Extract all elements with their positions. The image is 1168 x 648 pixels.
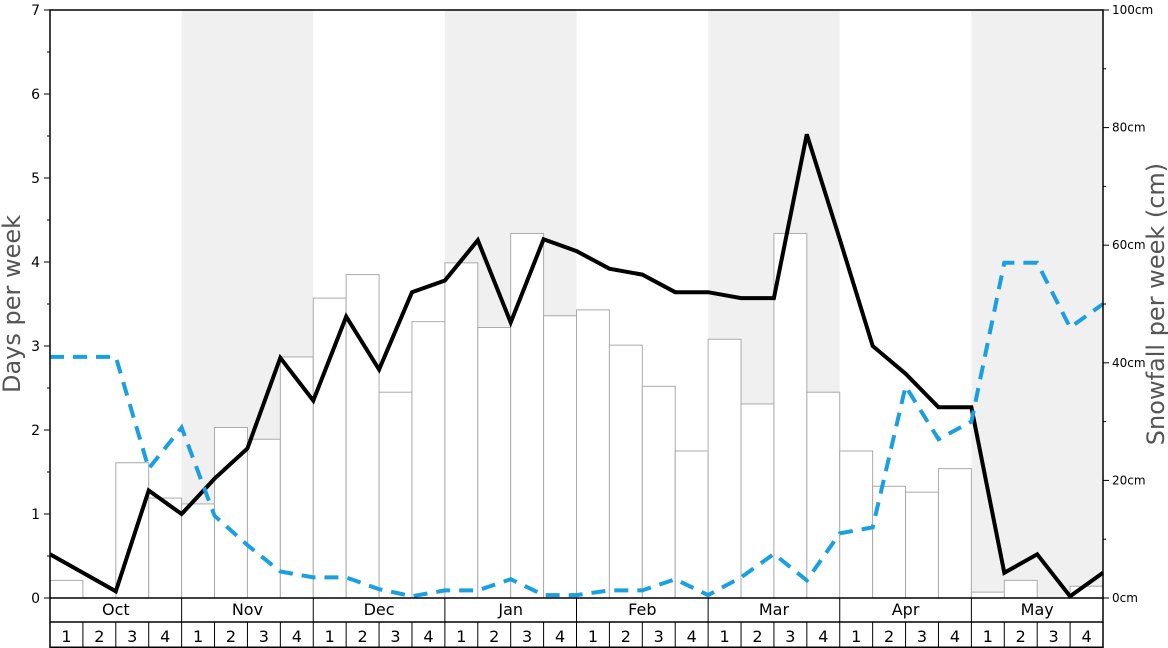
month-label: Apr [892,600,920,619]
data-lines [49,133,1105,600]
y2-tick-label: 20cm [1112,473,1146,487]
y2-tick-label: 40cm [1112,356,1146,370]
month-label: Oct [102,600,130,619]
dashed-series-line [50,260,1105,599]
snowfall-bar [477,327,512,599]
y2-tick-label: 80cm [1112,121,1146,135]
week-label: 1 [588,627,598,646]
week-label: 2 [884,627,894,646]
snowfall-bar [378,391,413,599]
snowfall-bar [608,344,643,599]
snowfall-bar [444,262,479,599]
week-label: 1 [193,627,203,646]
week-label: 1 [719,627,729,646]
snowfall-bar [905,491,939,599]
snowfall-bars [49,232,1104,599]
snowfall-bar [49,579,84,599]
y-tick-label: 3 [31,339,40,355]
week-label: 2 [226,627,236,646]
week-label: 4 [687,627,697,646]
y-tick-label: 6 [31,87,40,103]
snowfall-bar [740,403,775,599]
week-label: 4 [160,627,170,646]
week-label: 3 [785,627,795,646]
week-label: 2 [752,627,762,646]
y-axis-title: Days per week [0,215,26,393]
month-week-axis: Oct 1 2 3 4 Nov 1 2 3 4 Dec 1 2 3 4 Jan 1 2 3 4 Feb 1 2 3 4 Mar 1 2… [49,598,1104,648]
week-label: 3 [1049,627,1059,646]
snowfall-bar [411,321,446,599]
y-tick-label: 1 [31,507,40,523]
month-label: Jan [497,600,523,619]
snowfall-bar [148,497,183,599]
snow-days-line [49,133,1105,600]
week-label: 4 [818,627,828,646]
week-label: 4 [423,627,433,646]
week-label: 4 [292,627,302,646]
week-label: 1 [456,627,466,646]
month-label: Nov [232,600,263,619]
snowfall-bar [674,450,709,599]
snowfall-bar [970,591,1005,599]
y2-axis-title: Snowfall per week (cm) [1142,163,1168,445]
week-label: 3 [654,627,664,646]
y-tick-label: 5 [31,171,40,187]
week-label: 1 [851,627,861,646]
y-tick-label: 4 [31,255,40,271]
y-tick-label: 7 [31,3,40,19]
snowfall-bar [576,309,610,599]
week-label: 4 [555,627,565,646]
month-label: Dec [364,600,395,619]
y-tick-label: 2 [31,423,40,439]
snowfall-bar [839,450,874,599]
snowfall-bar [510,232,545,599]
week-label: 3 [390,627,400,646]
week-label: 1 [61,627,71,646]
month-shade-may [971,10,1103,598]
y2-tick-label: 0cm [1112,591,1138,605]
month-label: Feb [628,600,656,619]
week-label: 2 [1016,627,1026,646]
month-label: Mar [759,600,790,619]
week-label: 4 [950,627,960,646]
snowfall-bar [707,338,742,599]
week-label: 4 [1081,627,1091,646]
week-label: 2 [358,627,368,646]
week-label: 3 [522,627,532,646]
snowfall-bar [641,385,676,599]
snowfall-bar [806,391,841,599]
snowfall-bar [1003,579,1038,599]
snowfall-bar [773,232,808,599]
week-label: 1 [325,627,335,646]
snowfall-bar [312,297,347,599]
week-label: 3 [259,627,269,646]
y2-tick-label: 100cm [1112,3,1153,17]
week-label: 3 [917,627,927,646]
y2-tick-label: 60cm [1112,238,1146,252]
snowfall-bar [543,315,577,599]
axes: 0 1 2 3 4 5 6 7 0cm 20cm 40cm 60cm 80cm 100cm [31,3,1153,607]
week-label: 2 [621,627,631,646]
snowfall-bar [246,438,281,599]
snowfall-bar [181,503,216,599]
week-label: 1 [983,627,993,646]
month-label: May [1021,600,1054,619]
week-label: 2 [489,627,499,646]
week-label: 2 [94,627,104,646]
y-tick-label: 0 [31,591,40,607]
week-label: 3 [127,627,137,646]
snowfall-bar [937,468,972,599]
